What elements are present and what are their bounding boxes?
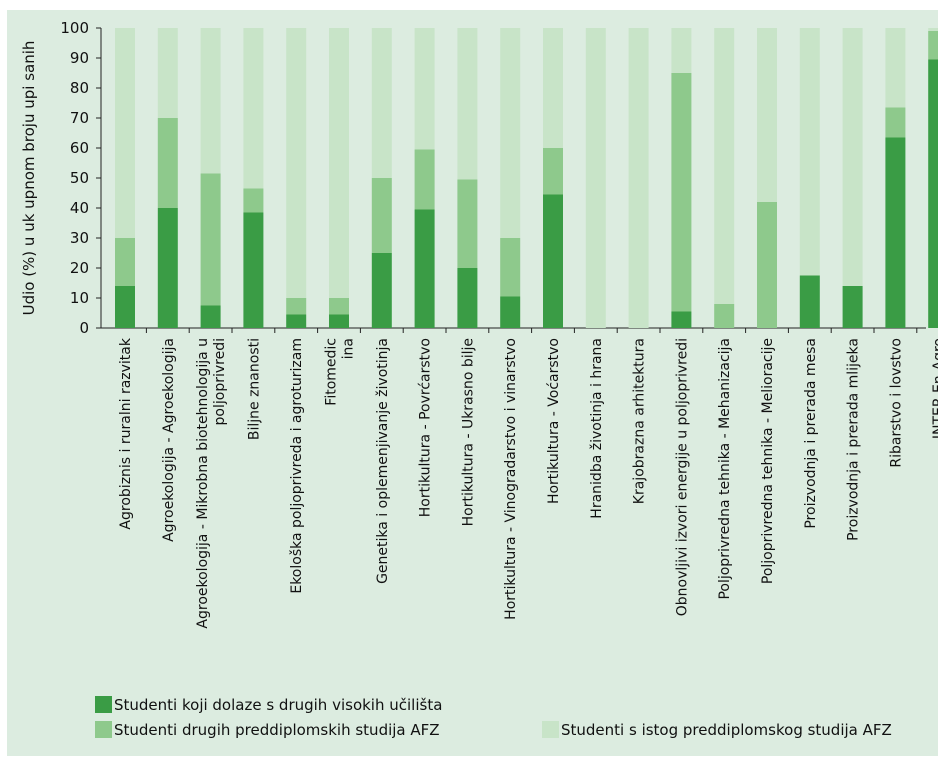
y-tick-label: 0 — [79, 319, 89, 337]
x-category-label: Agroekologija - Mikrobna biotehnologija … — [195, 338, 211, 629]
legend-label-2: Studenti drugih preddiplomskih studija A… — [114, 721, 440, 739]
x-category-label: Biljne znanosti — [246, 338, 262, 440]
bar-segment-3 — [671, 28, 692, 73]
bar-segment-1 — [200, 305, 221, 328]
bar-segment-1 — [286, 314, 307, 328]
bar-segment-2 — [371, 178, 392, 253]
bar-segment-2 — [414, 149, 435, 210]
bar-segment-2 — [200, 173, 221, 306]
legend-label-3: Studenti s istog preddiplomskog studija … — [561, 721, 892, 739]
x-category-label: Proizvodnja i prerada mlijeka — [846, 338, 862, 541]
bar-segment-2 — [115, 238, 135, 286]
bar-segment-1 — [500, 296, 521, 328]
x-category-label: Hranidba životinja i hrana — [589, 338, 605, 519]
bar-segment-2 — [885, 107, 906, 138]
y-tick-label: 60 — [70, 139, 89, 157]
y-tick-label: 20 — [70, 259, 89, 277]
bar-segment-1 — [157, 208, 178, 328]
bar-segment-2 — [457, 179, 478, 268]
bar-segment-1 — [414, 209, 435, 328]
legend-swatch-3 — [542, 721, 559, 738]
bar-segment-1 — [671, 311, 692, 328]
bar-segment-3 — [714, 28, 735, 304]
y-tick-label: 10 — [70, 289, 89, 307]
y-tick-label: 80 — [70, 79, 89, 97]
legend-label-1: Studenti koji dolaze s drugih visokih uč… — [114, 696, 442, 714]
x-category-label: Ribarstvo i lovstvo — [888, 338, 904, 468]
bar-segment-2 — [714, 304, 735, 328]
x-category-label: Ekološka poljoprivreda i agroturizam — [289, 338, 305, 594]
bar-segment-3 — [543, 28, 563, 148]
legend-swatch-1 — [95, 696, 112, 713]
bar-segment-3 — [500, 28, 521, 238]
bar-segment-2 — [757, 202, 777, 328]
y-tick-label: 50 — [70, 169, 89, 187]
x-category-label: Hortikultura - Vinogradarstvo i vinarstv… — [503, 338, 519, 620]
x-category-label: Poljoprivredna tehnika - Mehanizacija — [717, 338, 733, 600]
x-category-label: Obnovljivi izvori energije u poljoprivre… — [674, 338, 690, 616]
bar-segment-3 — [286, 28, 307, 298]
x-category-label: Hortikultura - Voćarstvo — [546, 338, 562, 504]
bar-segment-1 — [243, 212, 264, 328]
bar-segment-2 — [928, 31, 938, 60]
y-tick-label: 100 — [60, 19, 89, 37]
bar-segment-3 — [200, 28, 221, 174]
bar-segment-3 — [885, 28, 906, 108]
bar-segment-3 — [585, 28, 606, 328]
x-category-label: poljoprivredi — [212, 338, 228, 425]
x-category-label: Poljoprivredna tehnika - Melioracije — [760, 338, 776, 584]
bar-segment-3 — [371, 28, 392, 178]
bar-segment-1 — [799, 275, 820, 328]
y-tick-label: 30 — [70, 229, 89, 247]
bar-segment-3 — [457, 28, 478, 180]
bar-segment-1 — [115, 286, 135, 328]
bar-segment-3 — [842, 28, 863, 286]
x-category-label: ina — [341, 338, 357, 359]
bar-segment-1 — [329, 314, 349, 328]
y-tick-label: 70 — [70, 109, 89, 127]
bar-segment-3 — [628, 28, 649, 328]
bar-segment-3 — [414, 28, 435, 150]
bar-segment-1 — [543, 194, 563, 328]
bar-segment-1 — [842, 286, 863, 328]
x-category-label: Proizvodnja i prerada mesa — [803, 338, 819, 529]
bar-segment-3 — [243, 28, 264, 189]
x-category-label: Hortikultura - Ukrasno bilje — [460, 338, 476, 526]
bar-segment-3 — [329, 28, 349, 298]
bar-segment-2 — [157, 118, 178, 208]
x-category-label: Genetika i oplemenjivanje životinja — [375, 338, 391, 584]
y-tick-label: 40 — [70, 199, 89, 217]
bar-segment-3 — [115, 28, 135, 238]
bar-segment-2 — [671, 73, 692, 312]
x-category-label: Hortikultura - Povrćarstvo — [418, 338, 434, 517]
bar-segment-3 — [157, 28, 178, 118]
y-tick-label: 90 — [70, 49, 89, 67]
bar-segment-2 — [243, 188, 264, 213]
bar-segment-2 — [500, 238, 521, 297]
chart-frame: 0 10 20 30 40 50 60 70 80 90 100 Udio (%) u uk upno… — [7, 10, 938, 756]
x-category-label: Krajobrazna arhitektura — [632, 338, 648, 504]
x-category-label: Fitomedic — [324, 338, 340, 406]
stacked-bar-chart: 0 10 20 30 40 50 60 70 80 90 100 Udio (%) u uk upno… — [20, 19, 938, 739]
bar-segment-1 — [928, 59, 938, 328]
bar-segment-1 — [885, 137, 906, 328]
bar-segment-1 — [457, 268, 478, 328]
x-category-label: Agroekologija - Agroekologija — [161, 338, 177, 542]
bar-segment-2 — [286, 298, 307, 315]
bar-segment-3 — [799, 28, 820, 276]
bar-segment-2 — [543, 148, 563, 195]
bar-segment-3 — [757, 28, 777, 202]
x-category-label: Agrobiznis i ruralni razvitak — [118, 337, 134, 529]
legend-swatch-2 — [95, 721, 112, 738]
y-axis-label: Udio (%) u uk upnom broju upi sanih — [20, 41, 38, 316]
x-category-label: INTER-En-Agro — [931, 338, 938, 439]
bar-segment-1 — [371, 253, 392, 328]
bar-segment-3 — [928, 28, 938, 31]
bar-segment-2 — [329, 298, 349, 315]
